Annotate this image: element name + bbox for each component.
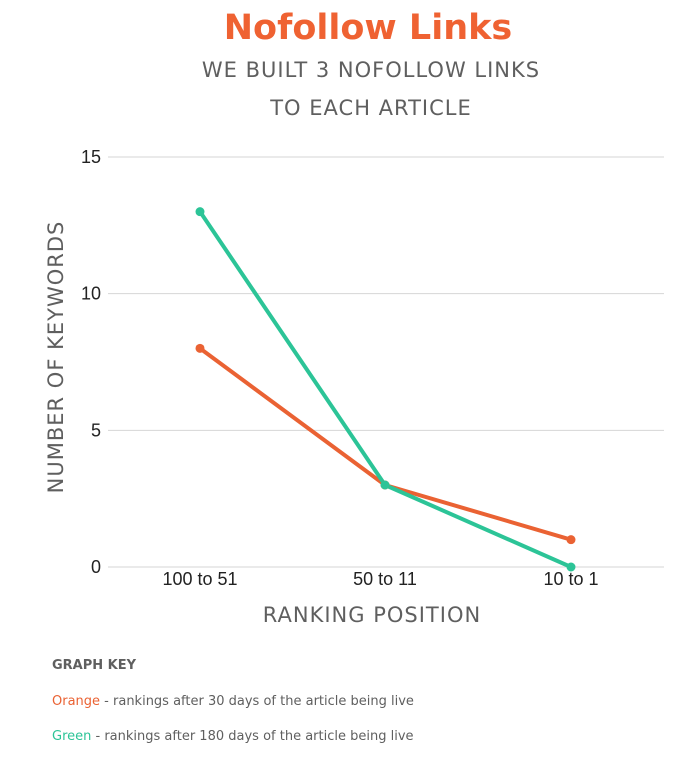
series-line-orange <box>198 346 573 542</box>
key-description-green: - rankings after 180 days of the article… <box>91 729 414 744</box>
grid-lines <box>108 156 664 568</box>
y-tick-label-5: 5 <box>91 420 101 440</box>
data-point-green-1 <box>195 207 205 217</box>
chart-subtitle-line-1: WE BUILT 3 NOFOLLOW LINKS <box>201 58 541 82</box>
chart-subtitle-line-2: TO EACH ARTICLE <box>270 96 472 120</box>
series-lines <box>195 207 576 572</box>
x-axis-label: RANKING POSITION <box>263 603 481 627</box>
data-point-orange-1 <box>195 343 205 353</box>
key-description-orange: - rankings after 30 days of the article … <box>100 694 414 709</box>
chart-title: Nofollow Links <box>223 8 513 48</box>
key-color-name-orange: Orange <box>52 694 101 709</box>
data-point-orange-3 <box>566 535 576 545</box>
line-chart: 0 5 10 15 100 to 51 50 to 11 10 to 1 RANKING … <box>44 147 664 627</box>
y-tick-label-0: 0 <box>91 557 101 577</box>
data-point-green-3 <box>566 562 576 572</box>
graph-key-item-orange: Orange - rankings after 30 days of the a… <box>52 694 414 709</box>
y-tick-labels: 0 5 10 15 <box>81 147 101 577</box>
graph-key-item-green: Green - rankings after 180 days of the a… <box>52 729 414 744</box>
key-color-name-green: Green <box>52 729 92 744</box>
x-tick-label-3: 10 to 1 <box>543 569 598 589</box>
y-tick-label-10: 10 <box>81 284 101 304</box>
graph-key-title: GRAPH KEY <box>52 658 137 673</box>
data-point-green-2 <box>380 480 390 490</box>
x-tick-label-2: 50 to 11 <box>353 569 417 589</box>
x-tick-label-1: 100 to 51 <box>162 569 237 589</box>
x-tick-labels: 100 to 51 50 to 11 10 to 1 <box>162 569 598 589</box>
y-axis-label: NUMBER OF KEYWORDS <box>44 221 68 494</box>
y-tick-label-15: 15 <box>81 147 101 167</box>
